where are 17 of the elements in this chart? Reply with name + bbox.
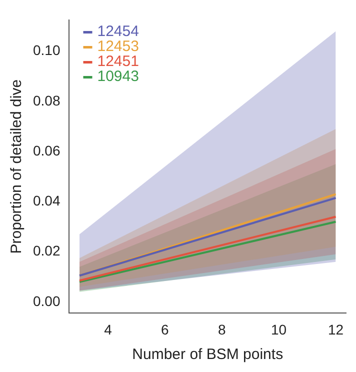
x-axis-title: Number of BSM points <box>132 346 284 364</box>
y-tick-label: 0.02 <box>33 242 60 259</box>
y-tick-label: 0.10 <box>33 42 60 58</box>
x-tick-label: 4 <box>104 321 112 338</box>
legend-label: 12454 <box>97 23 139 40</box>
y-tick-label: 0.04 <box>33 192 60 209</box>
legend-label: 12453 <box>97 38 139 56</box>
legend-label: 12451 <box>97 53 139 70</box>
x-tick-label: 8 <box>218 321 226 338</box>
x-tick-label: 10 <box>271 321 287 338</box>
y-axis-title: Proportion of detailed dive <box>8 79 26 254</box>
legend-label: 10943 <box>97 68 139 86</box>
y-tick-label: 0.00 <box>33 292 60 309</box>
y-tick-label: 0.08 <box>33 92 60 108</box>
x-tick-label: 6 <box>161 321 170 338</box>
y-tick-label: 0.06 <box>33 142 60 158</box>
x-tick-label: 12 <box>328 321 344 338</box>
